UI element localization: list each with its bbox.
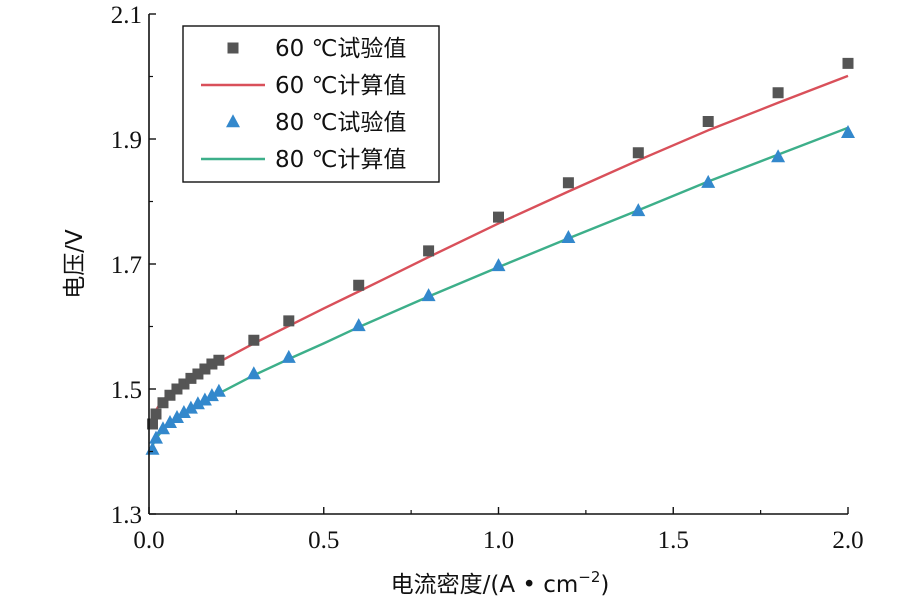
data-point-square [146, 418, 158, 430]
data-point-square [164, 389, 176, 401]
data-point-triangle [351, 318, 366, 332]
legend-label: 80 ℃试验值 [275, 110, 406, 136]
legend-entry: 60 ℃计算值 [201, 73, 406, 99]
data-point-triangle [176, 405, 191, 418]
data-point-square [842, 57, 854, 69]
data-point-square [283, 315, 295, 327]
x-axis-label-close: ) [600, 572, 609, 598]
data-point-square [171, 383, 183, 395]
x-axis-label-superscript: −2 [578, 568, 600, 586]
data-point-triangle [211, 383, 226, 397]
x-tick-label: 1.0 [483, 527, 514, 554]
data-point-square [248, 334, 260, 346]
data-point-square [353, 279, 365, 291]
data-point-square [632, 147, 644, 159]
y-tick-label: 2.1 [111, 2, 142, 29]
data-point-triangle [190, 396, 205, 410]
data-point-square [423, 245, 435, 257]
data-point-square [213, 354, 225, 366]
data-point-square [185, 372, 197, 384]
axes: 0.0 0.5 1.0 1.5 2.0 1.3 1.5 1.7 1.9 2.1 [111, 2, 864, 554]
data-point-triangle [421, 288, 436, 302]
data-point-triangle [631, 203, 646, 217]
y-tick-label: 1.7 [111, 252, 142, 279]
x-axis-label: 电流密度/(A • cm−2) [391, 568, 610, 598]
data-point-square [192, 368, 204, 380]
legend-entry: 80 ℃试验值 [226, 110, 406, 136]
legend-marker-swatch [227, 42, 239, 54]
data-point-triangle [701, 174, 716, 188]
y-tick-label: 1.5 [111, 377, 142, 404]
legend-entry: 80 ℃计算值 [201, 147, 406, 173]
data-point-triangle [246, 366, 261, 380]
legend-box [182, 25, 440, 183]
legend-label: 60 ℃试验值 [275, 36, 406, 62]
legend-marker-swatch [226, 114, 240, 128]
data-point-triangle [163, 415, 177, 428]
data-point-square [493, 211, 504, 223]
data-point-triangle [183, 400, 198, 414]
data-point-triangle [170, 410, 184, 423]
data-point-triangle [771, 149, 786, 163]
y-tick-label: 1.3 [111, 502, 142, 529]
data-point-square [702, 116, 714, 127]
data-point-triangle [841, 125, 855, 138]
legend-label: 60 ℃计算值 [275, 73, 406, 99]
data-point-square [772, 87, 784, 99]
x-tick-label: 1.5 [658, 527, 689, 554]
y-tick-label: 1.9 [111, 127, 142, 154]
x-tick-label: 2.0 [832, 527, 863, 554]
data-point-square [206, 358, 218, 370]
x-tick-label: 0.0 [133, 527, 164, 554]
data-point-triangle [561, 230, 576, 243]
data-point-square [150, 408, 162, 420]
data-point-square [178, 378, 190, 390]
legend-label: 80 ℃计算值 [275, 147, 406, 173]
x-tick-label: 0.5 [308, 527, 339, 554]
data-point-triangle [197, 392, 212, 406]
data-point-triangle [491, 258, 506, 272]
legend-entry: 60 ℃试验值 [227, 36, 406, 62]
legend: 60 ℃试验值 60 ℃计算值 80 ℃试验值 80 ℃计算值 [182, 25, 440, 183]
data-point-triangle [149, 430, 163, 444]
y-axis-label: 电压/V [62, 229, 88, 299]
data-point-triangle [156, 421, 170, 435]
data-point-triangle [281, 349, 296, 363]
data-point-triangle [204, 388, 219, 402]
data-point-square [157, 397, 169, 409]
data-point-square [199, 363, 211, 375]
data-point-square [562, 177, 574, 189]
plot-marks [145, 57, 855, 455]
x-axis-label-main: 电流密度/(A • cm [391, 572, 579, 598]
data-point-triangle [145, 441, 160, 455]
